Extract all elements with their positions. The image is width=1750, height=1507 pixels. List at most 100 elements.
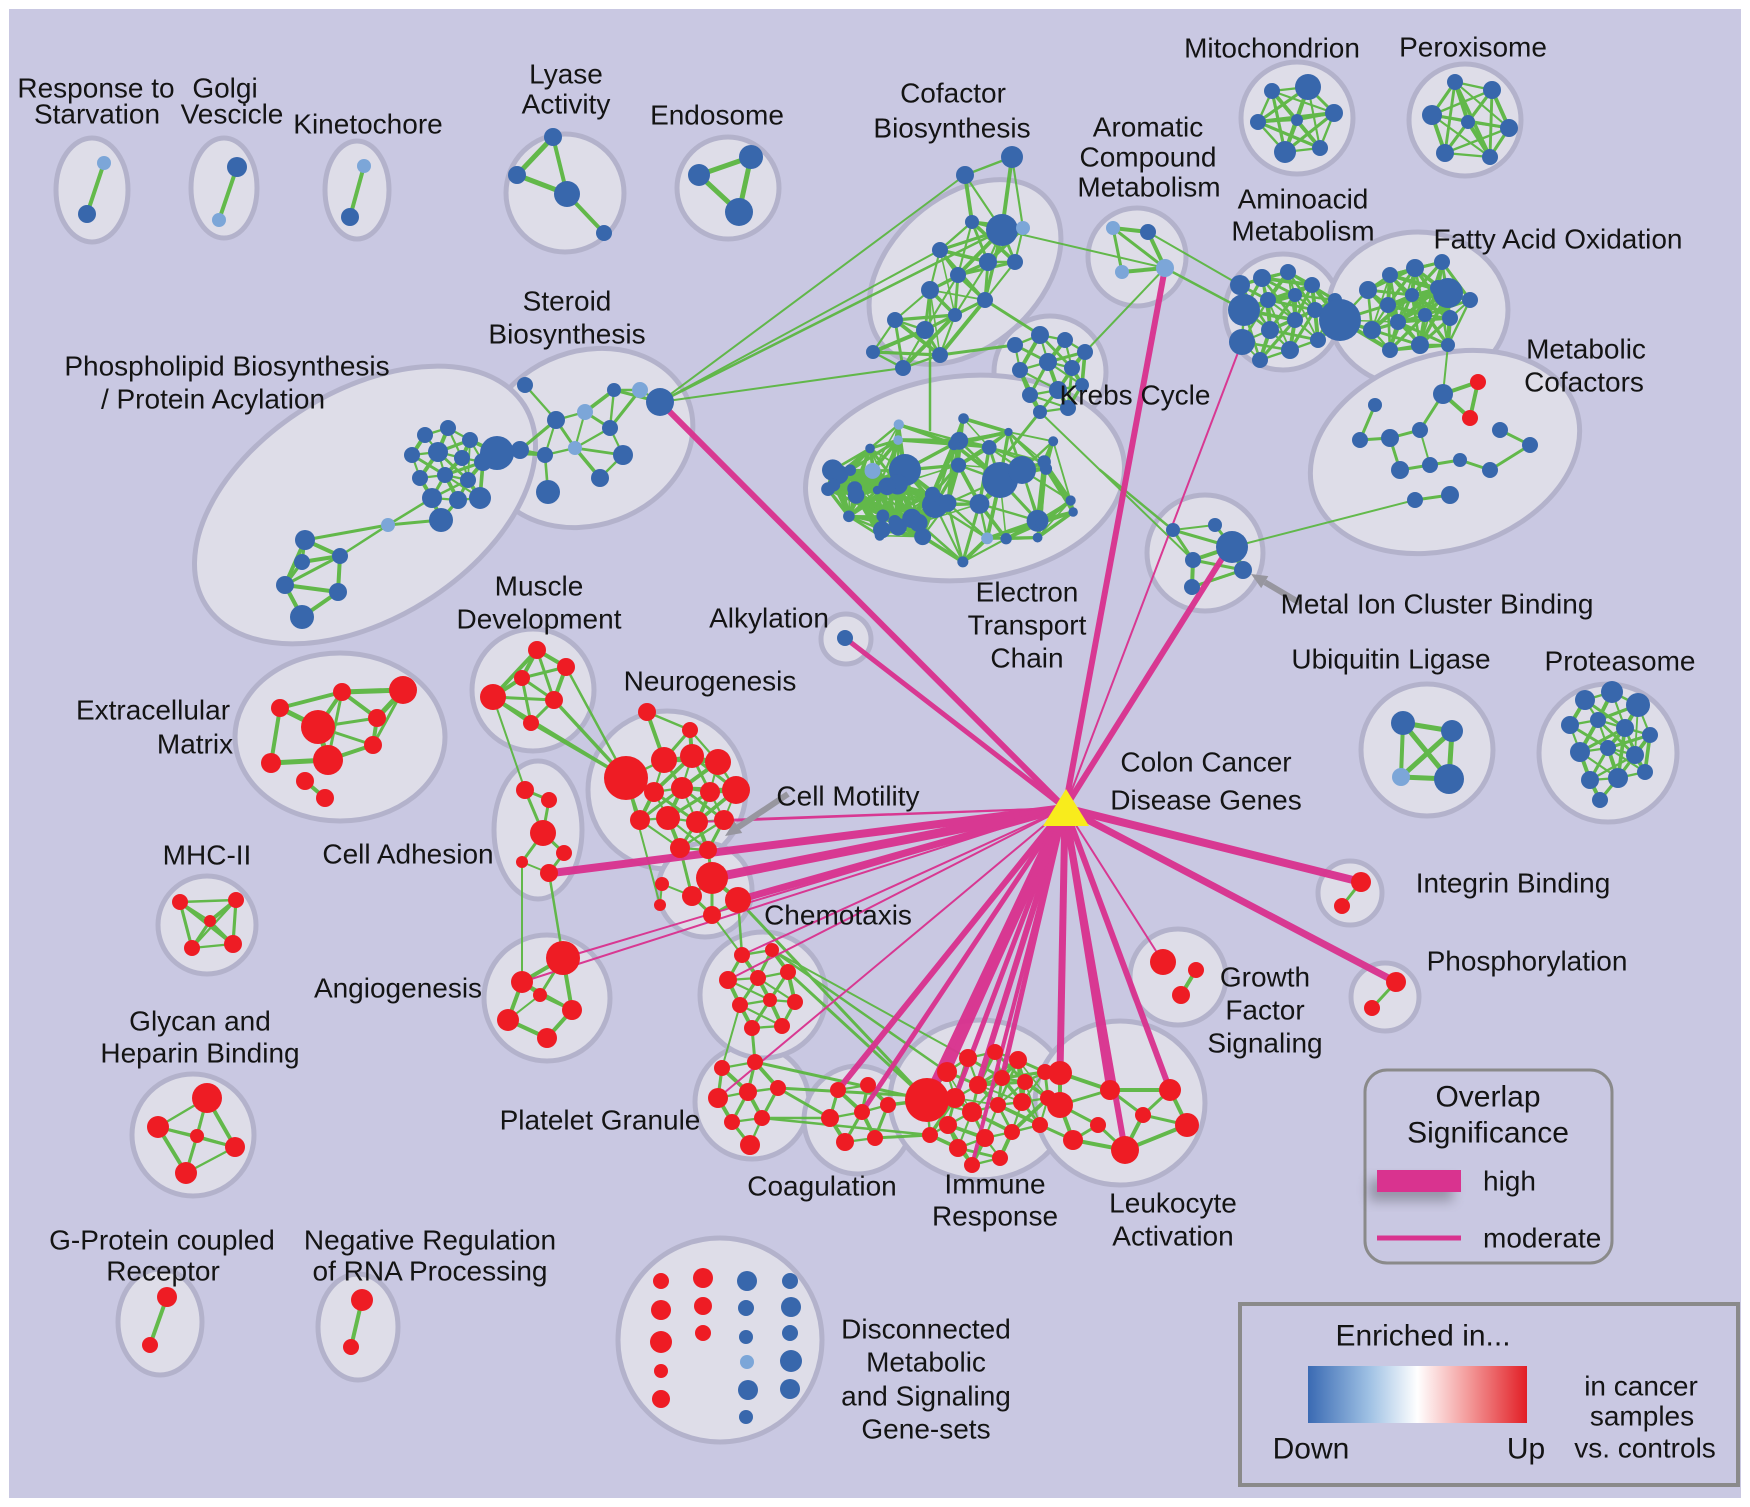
gene-set-node: [1492, 422, 1508, 438]
gene-set-node: [655, 877, 669, 891]
gene-set-node: [1100, 1080, 1120, 1100]
gene-set-node: [1068, 507, 1078, 517]
gene-set-node: [1135, 1107, 1151, 1123]
enrichment-edge-intercluster: [983, 298, 1042, 337]
gene-set-node: [1013, 1093, 1031, 1111]
gene-set-node: [682, 886, 702, 906]
gene-set-node: [1156, 259, 1174, 277]
enrichment-edge-intercluster: [659, 174, 966, 403]
gene-set-node: [854, 1104, 870, 1120]
cluster-label-coagulation: Coagulation: [747, 1171, 896, 1202]
gene-set-node: [765, 943, 779, 957]
cluster-label-cofactor-biosynthesis: Cofactor: [900, 78, 1006, 109]
enrichment-edge: [961, 416, 1011, 434]
enrichment-edge: [1446, 298, 1472, 347]
enrichment-edge: [1294, 294, 1319, 341]
enrichment-edge: [961, 537, 1008, 563]
gene-set-node: [533, 988, 547, 1002]
cluster-label-electron-transport-chain: Chain: [990, 643, 1063, 674]
enrichment-edge: [1388, 313, 1427, 352]
gene-set-node: [294, 554, 310, 570]
cluster-label-cofactor-biosynthesis: Biosynthesis: [873, 113, 1030, 144]
cluster-label-steroid-biosynthesis: Biosynthesis: [488, 319, 645, 350]
gene-set-node: [688, 164, 710, 186]
gene-set-node: [914, 528, 932, 546]
gene-set-node: [830, 1082, 846, 1098]
gene-set-node: [650, 1331, 672, 1353]
gene-set-node: [175, 1162, 197, 1184]
overlap-legend-title: Significance: [1407, 1117, 1569, 1150]
gene-set-node: [517, 377, 533, 393]
gene-set-node: [1115, 265, 1129, 279]
gene-set-node: [437, 467, 453, 483]
gene-set-node: [1037, 455, 1051, 469]
gene-set-node: [357, 159, 371, 173]
gene-set-node: [290, 605, 314, 629]
enrichment-edge: [961, 502, 982, 564]
gene-set-node: [986, 214, 1018, 246]
cluster-label-krebs-cycle: Krebs Cycle: [1060, 380, 1211, 411]
gene-set-node: [1016, 221, 1030, 235]
gene-set-node: [787, 994, 803, 1010]
gene-set-node: [739, 1410, 753, 1424]
overlap-edge-high: [1064, 804, 1362, 886]
overlap-edge-high: [835, 806, 1068, 1092]
gene-set-node: [225, 1137, 245, 1157]
overlap-edge-moderate: [1064, 341, 1243, 809]
enrichment-edge-intercluster: [873, 1133, 932, 1140]
gene-set-node: [1216, 531, 1248, 563]
gene-set-node: [932, 242, 948, 258]
enrichment-edge: [1172, 524, 1216, 531]
cluster-label-response-to-starvation: Starvation: [34, 99, 160, 130]
gene-set-node: [316, 789, 334, 807]
gene-set-node: [921, 281, 939, 299]
gene-set-node: [1441, 338, 1455, 352]
gene-set-node: [843, 510, 855, 523]
gene-set-node: [937, 1062, 957, 1082]
gene-set-node: [1229, 329, 1255, 355]
enrichment-edge-intercluster: [1084, 267, 1166, 353]
gene-set-node: [1228, 294, 1260, 326]
gene-set-node: [686, 811, 708, 833]
gene-set-node: [847, 487, 865, 504]
gene-set-node: [821, 482, 835, 497]
gene-set-node: [1461, 115, 1475, 129]
cluster-label-chemotaxis: Chemotaxis: [764, 900, 912, 931]
gene-set-node: [1626, 693, 1650, 717]
cluster-label-g-protein-coupled-receptor: Receptor: [106, 1256, 220, 1287]
cluster-bubble-endosome: [674, 134, 782, 242]
overlap-edge-moderate: [521, 807, 1066, 983]
gene-set-node: [271, 699, 289, 717]
gene-set-node: [1166, 523, 1180, 537]
gene-set-node: [1352, 432, 1368, 448]
gene-set-node: [703, 906, 721, 924]
gene-set-node: [652, 1390, 670, 1408]
cluster-label-alkylation: Alkylation: [709, 603, 829, 634]
gene-set-node: [1351, 872, 1371, 892]
gene-set-node: [1390, 314, 1406, 330]
gene-set-node: [880, 1097, 896, 1113]
gene-set-node: [1482, 149, 1498, 165]
enrichment-edge: [953, 260, 990, 317]
gene-set-node: [1319, 299, 1361, 341]
gene-set-node: [1407, 492, 1423, 508]
gene-set-node: [1381, 429, 1399, 447]
gene-set-node: [142, 1337, 158, 1353]
gene-set-node: [540, 864, 558, 882]
gene-set-node: [865, 443, 875, 454]
gene-set-node: [516, 856, 528, 868]
cluster-label-leukocyte-activation: Leukocyte: [1109, 1188, 1237, 1219]
enrichment-edge: [338, 523, 390, 558]
gene-set-node: [596, 225, 612, 241]
gene-set-node: [670, 838, 690, 858]
gene-set-node: [656, 806, 680, 830]
overlap-edge-high: [843, 636, 1067, 810]
gene-set-node: [313, 745, 343, 775]
enrichment-edge-intercluster: [1098, 468, 1175, 532]
gene-set-node: [990, 1097, 1006, 1113]
gene-set-node: [1382, 342, 1398, 358]
metal-ion-pointer-head: [1251, 574, 1269, 589]
gene-set-node: [332, 548, 348, 564]
gene-set-node: [1260, 292, 1276, 308]
